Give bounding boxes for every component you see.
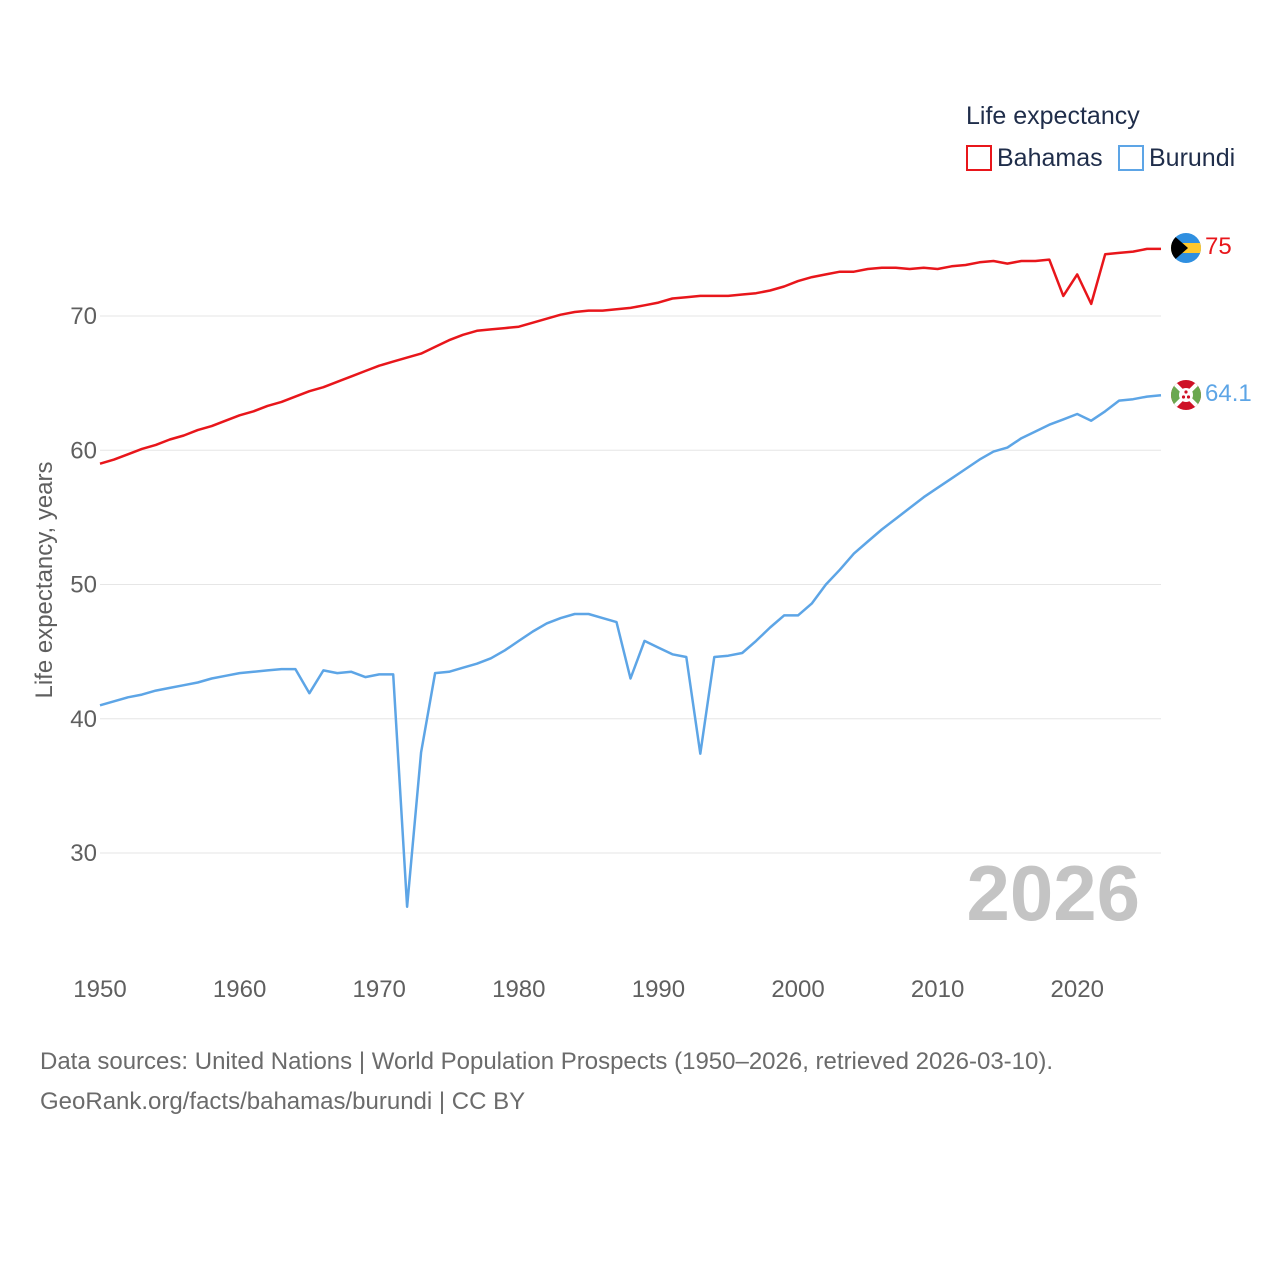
legend-title: Life expectancy (966, 102, 1140, 130)
x-tick-label: 1950 (73, 976, 126, 1003)
x-tick-label: 1960 (213, 976, 266, 1003)
legend-label-burundi: Burundi (1149, 144, 1235, 172)
legend-swatch-burundi (1118, 145, 1144, 171)
y-tick-label: 70 (70, 303, 97, 330)
end-label-bahamas: 75 (1205, 233, 1232, 260)
x-tick-label: 2010 (911, 976, 964, 1003)
series-lines (99, 247, 1162, 908)
legend-item-burundi[interactable]: Burundi (1118, 144, 1235, 172)
legend-swatch-bahamas (966, 145, 992, 171)
bahamas-flag-icon (1171, 233, 1201, 263)
y-tick-label: 60 (70, 437, 97, 464)
footer: Data sources: United Nations | World Pop… (40, 1042, 1053, 1122)
y-tick-label: 30 (70, 840, 97, 867)
y-axis-ticks: 30 40 50 60 70 (70, 303, 97, 867)
grid-lines (100, 315, 1161, 854)
y-tick-label: 50 (70, 572, 97, 599)
series-line-burundi[interactable] (99, 393, 1162, 908)
data-sources-text: Data sources: United Nations | World Pop… (40, 1048, 1054, 1075)
x-tick-label: 1970 (353, 976, 406, 1003)
burundi-flag-icon (1171, 380, 1201, 410)
y-tick-label: 40 (70, 706, 97, 733)
x-tick-label: 1990 (632, 976, 685, 1003)
legend-label-bahamas: Bahamas (997, 144, 1103, 172)
legend-item-bahamas[interactable]: Bahamas (966, 144, 1103, 172)
x-axis-ticks: 1950 1960 1970 1980 1990 2000 2010 2020 (73, 976, 1104, 1003)
x-tick-label: 2020 (1051, 976, 1104, 1003)
x-tick-label: 1980 (492, 976, 545, 1003)
current-year-watermark: 2026 (966, 849, 1140, 937)
y-axis-label: Life expectancy, years (31, 461, 58, 698)
x-tick-label: 2000 (771, 976, 824, 1003)
legend: Life expectancy Bahamas Burundi (966, 102, 1235, 172)
life-expectancy-chart: 30 40 50 60 70 1950 1960 1970 1980 1990 2000 2010 2… (31, 102, 1252, 1003)
attribution-text[interactable]: GeoRank.org/facts/bahamas/burundi | CC B… (40, 1088, 526, 1115)
end-label-burundi: 64.1 (1205, 380, 1252, 407)
series-line-bahamas[interactable] (99, 247, 1161, 465)
